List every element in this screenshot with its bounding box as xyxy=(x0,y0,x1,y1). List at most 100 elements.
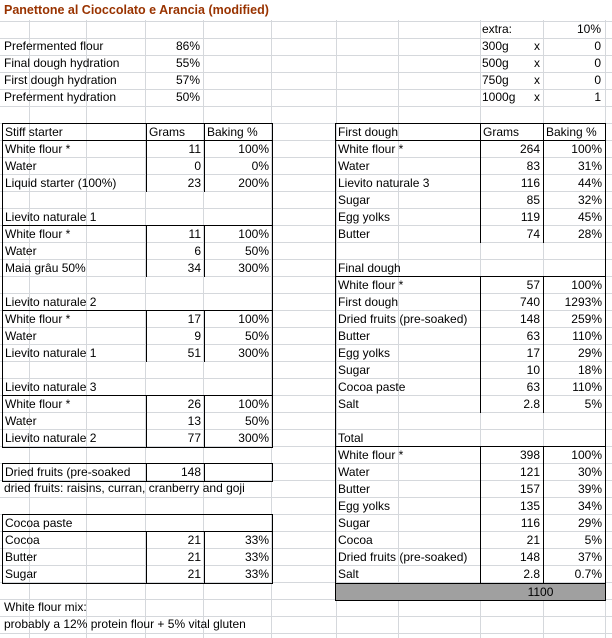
ingredient-label[interactable]: White flour * xyxy=(338,142,404,156)
ingredient-label[interactable]: Sugar xyxy=(338,193,371,207)
extra-size-cell[interactable]: 500g x xyxy=(480,55,543,72)
baking-percent-value[interactable]: 5% xyxy=(543,532,605,549)
baking-percent-value[interactable]: 100% xyxy=(543,447,605,464)
extra-percent[interactable]: 10% xyxy=(576,22,601,36)
extra-size-cell[interactable]: 750g x xyxy=(480,72,543,89)
baking-percent-value[interactable]: 31% xyxy=(543,158,605,175)
ingredient-label[interactable]: Egg yolks xyxy=(338,499,391,513)
baking-percent-value[interactable]: 100% xyxy=(204,226,272,243)
column-header-grams[interactable]: Grams xyxy=(146,124,204,140)
ingredient-label[interactable]: Egg yolks xyxy=(338,346,391,360)
extra-size-cell[interactable]: 1000g x xyxy=(480,89,543,106)
grams-value[interactable]: 51 xyxy=(146,345,204,362)
grams-value[interactable]: 148 xyxy=(480,311,543,328)
summary-label[interactable]: Preferment hydration xyxy=(4,90,117,104)
ingredient-label[interactable]: Lievito naturale 2 xyxy=(5,431,97,445)
baking-percent-value[interactable]: 29% xyxy=(543,515,605,532)
grams-value[interactable]: 2.8 xyxy=(480,566,543,583)
baking-percent-value[interactable]: 100% xyxy=(204,141,272,158)
column-header-ingredient[interactable]: Stiff starter xyxy=(5,125,63,139)
grams-value[interactable]: 10 xyxy=(480,362,543,379)
column-header-grams[interactable]: Grams xyxy=(480,124,543,140)
ingredient-label[interactable]: Water xyxy=(5,244,37,258)
grams-value[interactable]: 119 xyxy=(480,209,543,226)
ingredient-label[interactable]: Maia grâu 50% xyxy=(5,261,86,275)
baking-percent-value[interactable]: 110% xyxy=(543,379,605,396)
baking-percent-value[interactable]: 50% xyxy=(204,328,272,345)
ingredient-label[interactable]: Butter xyxy=(338,482,371,496)
baking-percent-value[interactable]: 33% xyxy=(204,549,272,566)
ingredient-label[interactable]: Butter xyxy=(5,550,38,564)
grams-value[interactable]: 17 xyxy=(480,345,543,362)
ingredient-label[interactable]: Liquid starter (100%) xyxy=(5,176,117,190)
ingredient-label[interactable]: Sugar xyxy=(338,363,371,377)
baking-percent-value[interactable]: 0.7% xyxy=(543,566,605,583)
ingredient-label[interactable]: Water xyxy=(5,159,37,173)
extra-count[interactable]: 0 xyxy=(594,73,601,87)
baking-percent-value[interactable]: 0% xyxy=(204,158,272,175)
section-header[interactable]: Lievito naturale 1 xyxy=(5,210,97,224)
baking-percent-value[interactable]: 50% xyxy=(204,243,272,260)
ingredient-label[interactable]: White flour * xyxy=(338,278,404,292)
summary-value[interactable]: 55% xyxy=(175,56,200,70)
baking-percent-value[interactable]: 200% xyxy=(204,175,272,192)
section-header[interactable]: Lievito naturale 3 xyxy=(5,380,97,394)
grams-value[interactable]: 21 xyxy=(146,566,204,583)
baking-percent-value[interactable]: 44% xyxy=(543,175,605,192)
ingredient-label[interactable]: Cocoa xyxy=(338,533,373,547)
grams-value[interactable]: 57 xyxy=(480,277,543,294)
ingredient-label[interactable]: Butter xyxy=(338,329,371,343)
baking-percent-value[interactable]: 1293% xyxy=(543,294,605,311)
grams-value[interactable]: 21 xyxy=(146,549,204,566)
ingredient-label[interactable]: Water xyxy=(338,465,370,479)
column-header-ingredient[interactable]: First dough xyxy=(338,125,399,139)
summary-label[interactable]: Final dough hydration xyxy=(4,56,120,70)
grams-value[interactable]: 21 xyxy=(480,532,543,549)
ingredient-label[interactable]: Water xyxy=(338,159,370,173)
grams-value[interactable]: 148 xyxy=(480,549,543,566)
grams-value[interactable]: 21 xyxy=(146,532,204,549)
section-header[interactable]: Cocoa paste xyxy=(5,516,73,530)
extra-label[interactable]: extra: xyxy=(482,22,513,36)
baking-percent-value[interactable]: 300% xyxy=(204,345,272,362)
summary-label[interactable]: Prefermented flour xyxy=(4,39,104,53)
total-weight-value[interactable]: 1100 xyxy=(527,585,554,599)
baking-percent-value[interactable]: 30% xyxy=(543,464,605,481)
baking-percent-value[interactable]: 28% xyxy=(543,226,605,243)
grams-value[interactable]: 11 xyxy=(146,141,204,158)
ingredient-label[interactable]: White flour * xyxy=(5,312,71,326)
grams-value[interactable]: 17 xyxy=(146,311,204,328)
baking-percent-value[interactable] xyxy=(204,464,272,481)
grams-value[interactable]: 740 xyxy=(480,294,543,311)
baking-percent-value[interactable]: 18% xyxy=(543,362,605,379)
grams-value[interactable]: 121 xyxy=(480,464,543,481)
ingredient-label[interactable]: Dried fruits (pre-soaked xyxy=(5,465,131,479)
baking-percent-value[interactable]: 29% xyxy=(543,345,605,362)
ingredient-label[interactable]: Lievito naturale 3 xyxy=(338,176,430,190)
baking-percent-value[interactable]: 33% xyxy=(204,566,272,583)
grams-value[interactable]: 26 xyxy=(146,396,204,413)
grams-value[interactable]: 83 xyxy=(480,158,543,175)
ingredient-label[interactable]: Salt xyxy=(338,567,359,581)
ingredient-label[interactable]: Salt xyxy=(338,397,359,411)
grams-value[interactable]: 398 xyxy=(480,447,543,464)
baking-percent-value[interactable]: 33% xyxy=(204,532,272,549)
dried-fruits-note[interactable]: dried fruits: raisins, curran, cranberry… xyxy=(4,481,245,495)
sheet-title[interactable]: Panettone al Cioccolato e Arancia (modif… xyxy=(4,3,269,17)
ingredient-label[interactable]: Dried fruits (pre-soaked) xyxy=(338,550,468,564)
summary-label[interactable]: First dough hydration xyxy=(4,73,117,87)
ingredient-label[interactable]: White flour * xyxy=(5,397,71,411)
grams-value[interactable]: 157 xyxy=(480,481,543,498)
baking-percent-value[interactable]: 100% xyxy=(543,277,605,294)
baking-percent-value[interactable]: 300% xyxy=(204,430,272,447)
flour-mix-note-title[interactable]: White flour mix: xyxy=(4,600,87,614)
ingredient-label[interactable]: White flour * xyxy=(5,142,71,156)
ingredient-label[interactable]: Egg yolks xyxy=(338,210,391,224)
grams-value[interactable]: 11 xyxy=(146,226,204,243)
grams-value[interactable]: 2.8 xyxy=(480,396,543,413)
section-header[interactable]: Total xyxy=(338,431,364,445)
ingredient-label[interactable]: White flour * xyxy=(5,227,71,241)
summary-value[interactable]: 86% xyxy=(175,39,200,53)
extra-size-cell[interactable]: 300g x xyxy=(480,38,543,55)
baking-percent-value[interactable]: 100% xyxy=(543,141,605,158)
